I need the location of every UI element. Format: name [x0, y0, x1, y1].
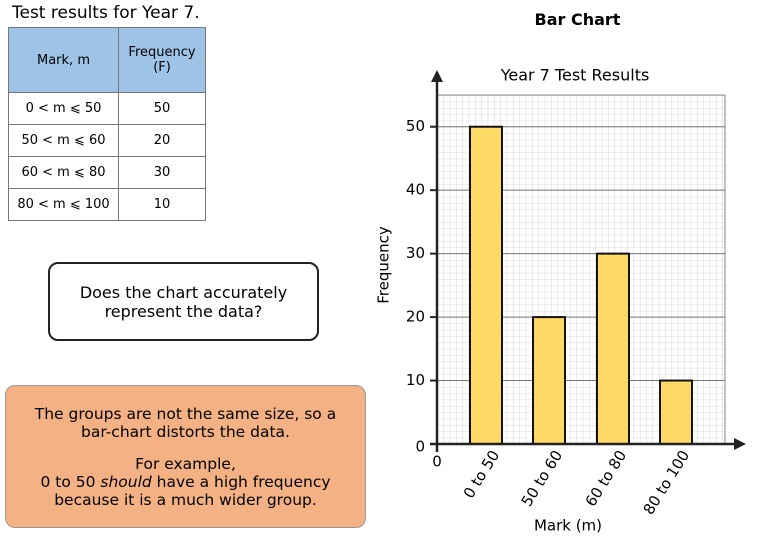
answer-emphasis: should: [100, 472, 152, 491]
answer-text: 0 to 50: [40, 472, 101, 491]
bar: [532, 316, 566, 445]
answer-text: For example,: [135, 454, 236, 473]
answer-text: have a high frequency because it is a mu…: [54, 472, 331, 509]
x-origin-label: 0: [432, 453, 442, 471]
x-arrow: [734, 438, 746, 450]
y-arrow: [431, 70, 443, 82]
table-cell: 60 < m ⩽ 80: [8, 156, 119, 189]
table-cell: 50: [118, 92, 206, 125]
y-tick-label: 30: [406, 244, 425, 262]
answer-box: The groups are not the same size, so a b…: [5, 385, 366, 528]
y-tick-label: 10: [406, 371, 425, 389]
answer-lead: The groups are not the same size, so a b…: [34, 404, 337, 441]
chart-title: Year 7 Test Results: [500, 66, 650, 85]
y-tick-label: 20: [406, 308, 425, 326]
question-box: Does the chart accurately represent the …: [48, 262, 319, 341]
bar: [469, 125, 503, 446]
answer-example: For example, 0 to 50 should have a high f…: [20, 455, 351, 509]
x-tick-label: 50 to 60: [518, 447, 567, 510]
table-header: Frequency (F): [118, 27, 206, 93]
y-tick-label: 40: [406, 181, 425, 199]
bar: [659, 379, 693, 445]
table-cell: 10: [118, 188, 206, 221]
y-tick-label: 0: [415, 438, 425, 456]
table-header: Mark, m: [8, 27, 119, 93]
question-text: Does the chart accurately represent the …: [79, 282, 288, 321]
y-axis-label: Frequency: [375, 226, 393, 304]
x-tick-label: 80 to 100: [640, 447, 694, 518]
x-tick-label: 60 to 80: [582, 447, 631, 510]
table-cell: 80 < m ⩽ 100: [8, 188, 119, 221]
x-tick-label: 0 to 50: [460, 447, 503, 502]
page-title: Test results for Year 7.: [12, 3, 200, 23]
bar: [596, 252, 630, 445]
table-cell: 20: [118, 124, 206, 157]
chart-heading: Bar Chart: [534, 10, 621, 29]
x-axis-label: Mark (m): [534, 517, 602, 535]
y-tick-label: 50: [406, 117, 425, 135]
data-table: Mark, m Frequency (F) 0 < m ⩽ 50 50 50 < m…: [8, 27, 206, 221]
table-cell: 50 < m ⩽ 60: [8, 124, 119, 157]
table-cell: 0 < m ⩽ 50: [8, 92, 119, 125]
